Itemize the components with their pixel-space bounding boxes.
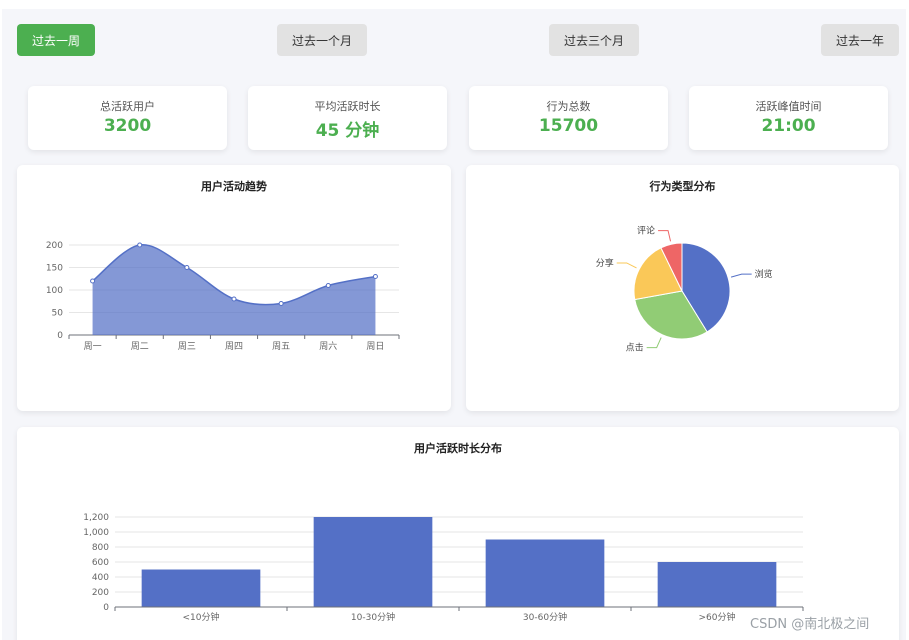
pie-label-line — [658, 230, 672, 242]
y-tick-label: 150 — [46, 264, 63, 274]
stat-value: 45 分钟 — [315, 121, 380, 141]
y-tick-label: 0 — [57, 331, 63, 341]
filter-week-button[interactable]: 过去一周 — [17, 24, 95, 56]
bar — [313, 517, 433, 607]
pie-label: 分享 — [596, 257, 614, 269]
pie-label: 浏览 — [755, 268, 773, 280]
dashboard-page: 过去一周 过去一个月 过去三个月 过去一年 总活跃用户 3200 平均活跃时长 … — [2, 9, 906, 640]
pie-label: 点击 — [626, 342, 644, 354]
activity-trend-card: 用户活动趋势 0 50 100 150 200 周一 周二 周三 周四 周五 周六 周日 — [17, 165, 451, 411]
stat-label: 平均活跃时长 — [314, 100, 381, 113]
x-tick-label: <10分钟 — [183, 611, 220, 623]
duration-distribution-card: 用户活跃时长分布 0 200 400 600 800 1,000 1,200 <10分钟 10-… — [17, 427, 899, 640]
data-point — [325, 283, 331, 288]
x-tick-label: >60分钟 — [699, 611, 736, 623]
x-tick-label: 10-30分钟 — [351, 611, 395, 623]
stat-label: 行为总数 — [546, 100, 591, 113]
x-tick-label: 周一 — [84, 341, 102, 352]
bar — [657, 562, 777, 607]
y-tick-label: 1,000 — [83, 528, 109, 538]
pie-slice — [634, 290, 708, 340]
y-tick-label: 100 — [46, 286, 63, 296]
x-tick-label: 周五 — [272, 341, 290, 352]
data-point — [184, 265, 190, 270]
filter-quarter-button[interactable]: 过去三个月 — [549, 24, 639, 56]
stat-value: 15700 — [538, 116, 599, 136]
stat-card-total-users: 总活跃用户 3200 — [28, 86, 227, 150]
stat-label: 活跃峰值时间 — [755, 100, 822, 113]
time-range-filters: 过去一周 过去一个月 过去三个月 过去一年 — [17, 24, 899, 56]
x-tick-label: 周三 — [178, 341, 196, 352]
x-tick-label: 周四 — [225, 341, 243, 352]
bar — [141, 569, 261, 607]
watermark: CSDN @南北极之间 — [750, 617, 870, 632]
x-tick-label: 周二 — [131, 341, 149, 352]
chart-title: 行为类型分布 — [649, 180, 716, 193]
y-tick-label: 0 — [103, 603, 109, 613]
filter-year-button[interactable]: 过去一年 — [821, 24, 899, 56]
stat-value: 21:00 — [761, 116, 816, 136]
bar — [485, 539, 605, 607]
data-point — [137, 242, 143, 248]
pie-slice — [633, 247, 683, 301]
x-tick-label: 周日 — [366, 341, 384, 352]
chart-title: 用户活动趋势 — [201, 180, 267, 193]
stat-card-avg-duration: 平均活跃时长 45 分钟 — [248, 86, 447, 150]
behavior-type-card: 行为类型分布 浏览点击 分享 评论 — [466, 165, 899, 411]
y-tick-label: 1,200 — [83, 513, 109, 523]
pie-slice — [660, 242, 683, 292]
activity-trend-chart: 0 50 100 150 200 周一 周二 周三 周四 周五 周六 周日 — [46, 241, 400, 352]
x-tick-label: 30-60分钟 — [523, 611, 567, 623]
data-point — [231, 296, 237, 302]
activity-area — [92, 244, 376, 335]
y-tick-label: 800 — [92, 543, 109, 553]
y-tick-label: 400 — [92, 573, 109, 583]
stat-card-peak-time: 活跃峰值时间 21:00 — [689, 86, 888, 150]
filter-month-button[interactable]: 过去一个月 — [277, 24, 367, 56]
data-point — [90, 278, 96, 284]
pie-label-line — [646, 337, 662, 349]
y-tick-label: 600 — [92, 558, 109, 568]
stat-value: 3200 — [103, 116, 152, 136]
y-tick-label: 200 — [46, 241, 63, 251]
pie-label: 评论 — [637, 225, 655, 237]
y-tick-label: 200 — [92, 588, 109, 598]
data-point — [278, 301, 284, 306]
stat-label: 总活跃用户 — [100, 100, 155, 113]
chart-title: 用户活跃时长分布 — [414, 442, 502, 455]
stat-card-total-actions: 行为总数 15700 — [469, 86, 668, 150]
pie-label-line — [616, 262, 637, 269]
pie-label-line — [730, 273, 752, 278]
y-tick-label: 50 — [52, 309, 64, 319]
data-point — [372, 274, 378, 279]
x-tick-label: 周六 — [319, 340, 337, 352]
duration-distribution-chart: 0 200 400 600 800 1,000 1,200 <10分钟 10-30分钟 30-60… — [83, 513, 804, 623]
